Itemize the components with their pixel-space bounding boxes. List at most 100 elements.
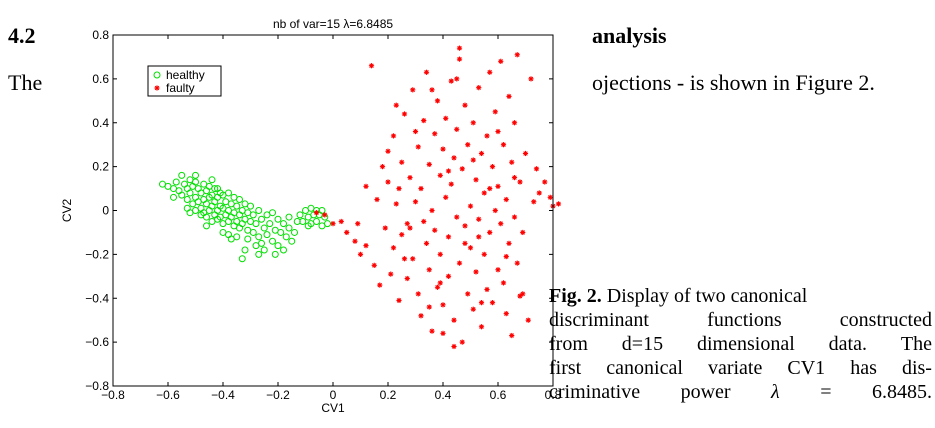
healthy-point (236, 196, 243, 204)
faulty-point (503, 311, 509, 317)
faulty-point (410, 256, 416, 262)
healthy-point (282, 233, 290, 241)
plot-area (113, 35, 553, 386)
healthy-point (203, 213, 210, 221)
caption-word: 6.8485. (871, 381, 932, 403)
y-axis-label: CV2 (60, 199, 74, 223)
faulty-point (511, 120, 518, 126)
healthy-point (258, 239, 265, 247)
faulty-point (520, 229, 526, 236)
faulty-point (363, 243, 369, 249)
x-tick-label: −0.2 (266, 388, 290, 402)
caption-line-2: discriminant functions constructed (549, 308, 932, 332)
healthy-point (192, 193, 199, 201)
healthy-point (205, 193, 213, 201)
body-text-start: The (8, 70, 43, 95)
faulty-point (487, 69, 493, 75)
healthy-point (255, 233, 263, 241)
faulty-point (495, 267, 501, 273)
healthy-point (219, 191, 227, 199)
healthy-point (238, 255, 246, 263)
legend-marker-faulty (154, 85, 160, 91)
healthy-point (164, 182, 172, 190)
healthy-point (244, 226, 252, 234)
faulty-point (437, 280, 443, 286)
faulty-point (476, 216, 482, 222)
caption-line-4: first canonical variate CV1 has dis- (549, 356, 932, 380)
healthy-point (260, 224, 268, 232)
healthy-point (241, 200, 249, 208)
faulty-point (404, 221, 410, 227)
y-tick-label: 0.2 (92, 160, 109, 174)
healthy-point (227, 235, 235, 243)
healthy-point (293, 217, 301, 225)
healthy-point (277, 228, 285, 236)
healthy-point (252, 220, 260, 228)
healthy-point (211, 198, 219, 206)
healthy-point (230, 209, 238, 217)
healthy-point (269, 237, 276, 245)
faulty-point (470, 157, 476, 163)
healthy-point (205, 182, 213, 190)
faulty-point (473, 269, 479, 275)
caption-line-3: from d=15 dimensional data. The (549, 332, 932, 356)
faulty-point (451, 317, 457, 323)
healthy-point (216, 202, 224, 210)
faulty-point (313, 210, 320, 216)
healthy-point (230, 193, 238, 201)
healthy-point (208, 217, 216, 225)
caption-word: constructed (839, 309, 932, 331)
faulty-point (429, 328, 435, 334)
healthy-point (225, 217, 232, 225)
healthy-point (214, 207, 221, 214)
faulty-point (489, 300, 496, 306)
healthy-point (274, 215, 282, 223)
faulty-point (511, 174, 518, 181)
body-text-end: ojections - is shown in Figure 2. (592, 70, 875, 95)
healthy-point (227, 200, 235, 208)
legend-label-healthy: healthy (166, 68, 205, 82)
faulty-point (542, 179, 548, 185)
healthy-point (315, 211, 323, 219)
healthy-point (211, 211, 219, 219)
faulty-point (338, 218, 344, 225)
y-tick-label: 0 (102, 204, 109, 218)
faulty-point (533, 166, 540, 172)
faulty-point (407, 225, 413, 231)
healthy-point (307, 204, 315, 212)
faulty-point (390, 245, 397, 251)
faulty-point (355, 221, 361, 227)
healthy-point (192, 178, 199, 186)
caption-word: canonical (606, 357, 683, 379)
healthy-point (211, 185, 219, 193)
caption-line-1: Fig. 2. Display of two canonical (549, 284, 935, 308)
faulty-point (506, 240, 512, 247)
healthy-point (255, 250, 263, 258)
faulty-point (509, 332, 515, 339)
faulty-point (352, 238, 358, 244)
healthy-point (291, 228, 298, 236)
faulty-point (456, 56, 463, 62)
faulty-point (454, 76, 460, 82)
healthy-point (225, 231, 232, 239)
faulty-point (448, 181, 454, 187)
x-tick-label: 0.6 (490, 388, 507, 402)
faulty-point (418, 185, 424, 192)
healthy-point (233, 217, 241, 225)
healthy-point (247, 202, 254, 210)
faulty-point (423, 69, 430, 75)
healthy-point (183, 204, 191, 212)
x-tick-label: −0.6 (156, 388, 180, 402)
faulty-point (547, 194, 553, 200)
caption-word: has (850, 357, 877, 379)
faulty-point (322, 212, 328, 218)
caption-word: power (680, 381, 731, 403)
caption-line-5: criminative power λ = 6.8485. (549, 380, 932, 404)
faulty-point (440, 330, 446, 336)
healthy-point (271, 226, 279, 234)
caption-word: λ (771, 381, 780, 403)
healthy-point (241, 215, 249, 223)
faulty-point (525, 317, 531, 323)
healthy-point (299, 217, 307, 225)
faulty-point (451, 343, 457, 350)
